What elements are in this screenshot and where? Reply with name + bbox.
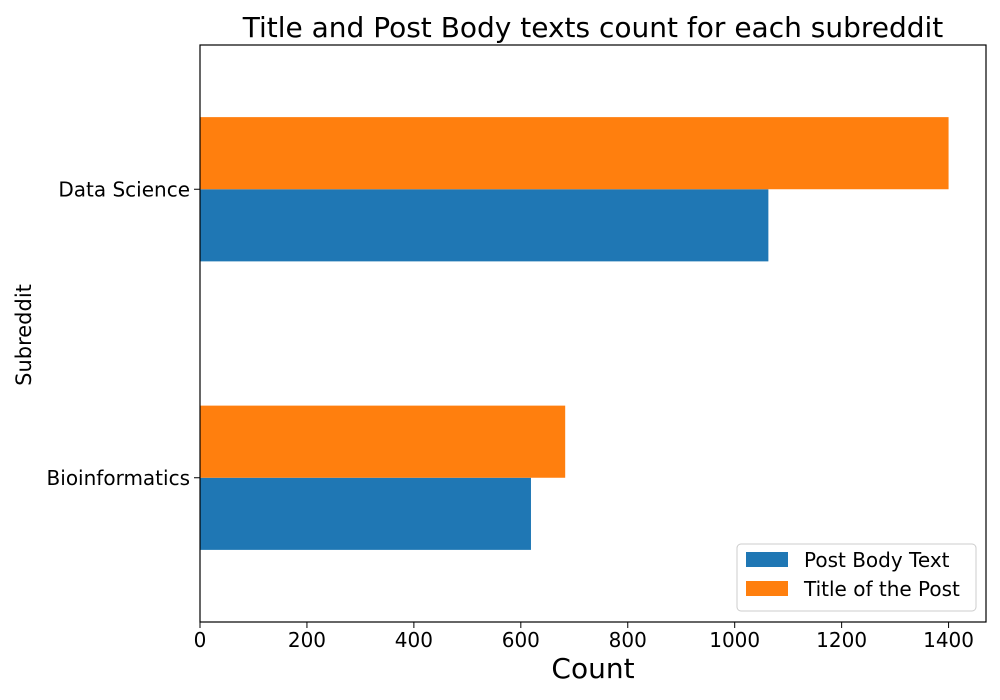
x-axis-label: Count — [551, 652, 634, 685]
chart-title: Title and Post Body texts count for each… — [242, 11, 944, 44]
y-axis-ticks: Bioinformatics Data Science — [47, 177, 200, 490]
legend-frame — [736, 543, 977, 612]
x-tick-label: 800 — [609, 628, 647, 652]
x-tick-label: 1000 — [709, 628, 760, 652]
x-tick-label: 1400 — [923, 628, 974, 652]
bars-group — [200, 117, 949, 550]
legend-label: Post Body Text — [804, 548, 950, 572]
legend-label: Title of the Post — [803, 577, 960, 601]
legend-swatch — [746, 581, 788, 596]
x-tick-label: 400 — [395, 628, 433, 652]
y-axis-label: Subreddit — [12, 284, 36, 386]
y-tick-label: Bioinformatics — [47, 466, 190, 490]
legend-swatch — [746, 552, 788, 567]
legend-items: Post Body Text Title of the Post — [746, 548, 960, 601]
plot-area-frame — [199, 44, 987, 623]
bar-post-body-text-data-science — [200, 189, 769, 262]
x-tick-label: 200 — [288, 628, 326, 652]
x-axis-ticks: 0 200 400 600 800 1000 1200 1400 — [194, 622, 974, 652]
legend: Post Body Text Title of the Post — [736, 543, 977, 612]
y-tick-label: Data Science — [58, 177, 190, 201]
x-tick-label: 0 — [194, 628, 207, 652]
x-tick-label: 600 — [502, 628, 540, 652]
bar-title-of-the-post-bioinformatics — [200, 405, 566, 478]
x-tick-label: 1200 — [816, 628, 867, 652]
bar-title-of-the-post-data-science — [200, 117, 949, 190]
bar-post-body-text-bioinformatics — [200, 477, 531, 550]
